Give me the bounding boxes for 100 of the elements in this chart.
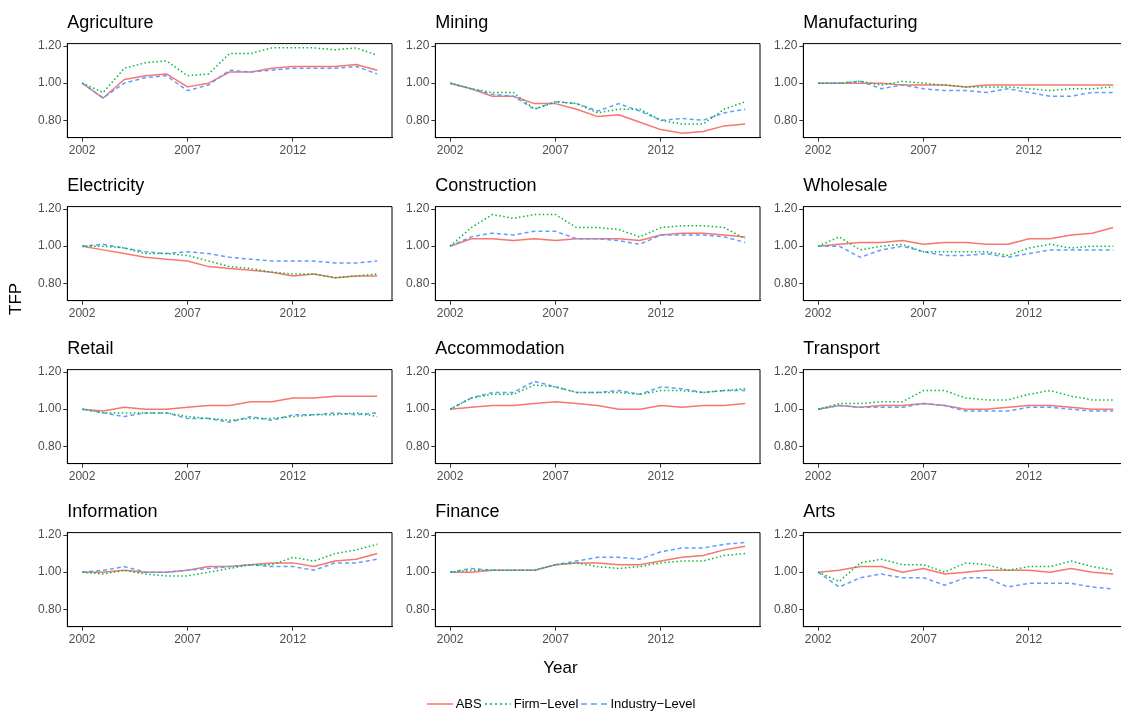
y-tick-label: 0.80 (38, 112, 62, 127)
y-tick-label: 1.20 (774, 201, 798, 216)
y-tick-label: 1.20 (774, 38, 798, 53)
y-tick-label: 1.20 (38, 527, 62, 542)
x-tick-label: 2012 (647, 306, 675, 321)
y-tick-label: 1.00 (406, 238, 430, 253)
y-tick-label: 1.20 (38, 201, 62, 216)
y-axis-title: TFP (6, 282, 26, 315)
y-tick-label: 1.00 (38, 401, 62, 416)
chart-title: Transport (803, 337, 880, 358)
y-tick-label: 0.80 (38, 601, 62, 616)
line-series (817, 80, 1114, 97)
chart-title: Wholesale (803, 174, 888, 195)
x-tick-label: 2002 (804, 306, 832, 321)
line-series (817, 389, 1114, 410)
y-tick-label: 0.80 (774, 112, 798, 127)
legend-label: Industry−Level (610, 696, 696, 711)
chart-title: Manufacturing (803, 11, 918, 32)
x-tick-label: 2007 (542, 143, 570, 158)
line-series (817, 236, 1114, 257)
y-tick-label: 1.20 (774, 527, 798, 542)
line-series (449, 213, 746, 247)
x-tick-label: 2002 (804, 143, 832, 158)
x-tick-label: 2007 (542, 306, 570, 321)
x-axis-title: Year (542, 658, 579, 678)
line-series (449, 552, 746, 573)
line-series (81, 47, 378, 94)
y-tick-label: 1.00 (774, 401, 798, 416)
y-tick-label: 0.80 (406, 112, 430, 127)
y-tick-label: 1.20 (38, 38, 62, 53)
x-tick-label: 2012 (279, 469, 307, 484)
x-tick-label: 2007 (174, 469, 202, 484)
y-tick-label: 1.00 (38, 75, 62, 90)
x-tick-label: 2012 (647, 143, 675, 158)
y-tick-label: 1.20 (774, 364, 798, 379)
x-tick-label: 2002 (68, 469, 96, 484)
x-tick-label: 2012 (647, 469, 675, 484)
y-tick-label: 1.00 (774, 75, 798, 90)
x-tick-label: 2002 (68, 306, 96, 321)
x-tick-label: 2012 (1015, 306, 1043, 321)
legend-label: ABS (455, 696, 482, 711)
x-tick-label: 2002 (804, 632, 832, 647)
legend-label: Firm−Level (513, 696, 579, 711)
x-tick-label: 2012 (279, 143, 307, 158)
x-tick-label: 2012 (279, 632, 307, 647)
y-tick-label: 1.20 (38, 364, 62, 379)
line-series (817, 558, 1114, 583)
x-tick-label: 2012 (1015, 143, 1043, 158)
x-tick-label: 2002 (436, 632, 464, 647)
x-tick-label: 2002 (68, 143, 96, 158)
x-tick-label: 2007 (174, 143, 202, 158)
x-tick-label: 2012 (1015, 469, 1043, 484)
y-tick-label: 0.80 (406, 275, 430, 290)
y-tick-label: 1.20 (406, 38, 430, 53)
x-tick-label: 2007 (910, 632, 938, 647)
x-tick-label: 2007 (174, 306, 202, 321)
x-tick-label: 2002 (436, 306, 464, 321)
y-tick-label: 0.80 (774, 601, 798, 616)
x-tick-label: 2007 (910, 143, 938, 158)
x-tick-label: 2007 (174, 632, 202, 647)
chart-title: Agriculture (67, 11, 154, 32)
x-tick-label: 2007 (910, 306, 938, 321)
chart-title: Mining (435, 11, 489, 32)
y-tick-label: 1.20 (406, 527, 430, 542)
y-tick-label: 0.80 (774, 438, 798, 453)
y-tick-label: 1.20 (406, 201, 430, 216)
y-tick-label: 1.00 (38, 238, 62, 253)
y-tick-label: 1.00 (406, 564, 430, 579)
line-series (81, 543, 378, 577)
y-tick-label: 1.20 (406, 364, 430, 379)
chart-title: Finance (435, 500, 500, 521)
y-tick-label: 0.80 (38, 275, 62, 290)
chart-title: Arts (803, 500, 836, 521)
x-tick-label: 2002 (804, 469, 832, 484)
x-tick-label: 2007 (542, 632, 570, 647)
y-tick-label: 0.80 (774, 275, 798, 290)
x-tick-label: 2012 (279, 306, 307, 321)
chart-title: Electricity (67, 174, 145, 195)
y-tick-label: 0.80 (406, 438, 430, 453)
x-tick-label: 2002 (68, 632, 96, 647)
y-tick-label: 1.00 (406, 401, 430, 416)
x-tick-label: 2007 (910, 469, 938, 484)
x-tick-label: 2002 (436, 469, 464, 484)
chart-title: Construction (435, 174, 537, 195)
x-tick-label: 2002 (436, 143, 464, 158)
x-tick-label: 2012 (1015, 632, 1043, 647)
y-tick-label: 0.80 (38, 438, 62, 453)
y-tick-label: 0.80 (406, 601, 430, 616)
line-series (81, 558, 378, 573)
x-tick-label: 2007 (542, 469, 570, 484)
y-tick-label: 1.00 (774, 238, 798, 253)
line-series (81, 243, 378, 264)
y-tick-label: 1.00 (406, 75, 430, 90)
chart-title: Information (67, 500, 158, 521)
y-tick-label: 1.00 (774, 564, 798, 579)
chart-title: Accommodation (435, 337, 565, 358)
x-tick-label: 2012 (647, 632, 675, 647)
y-tick-label: 1.00 (38, 564, 62, 579)
line-series (817, 571, 1114, 590)
chart-title: Retail (67, 337, 114, 358)
